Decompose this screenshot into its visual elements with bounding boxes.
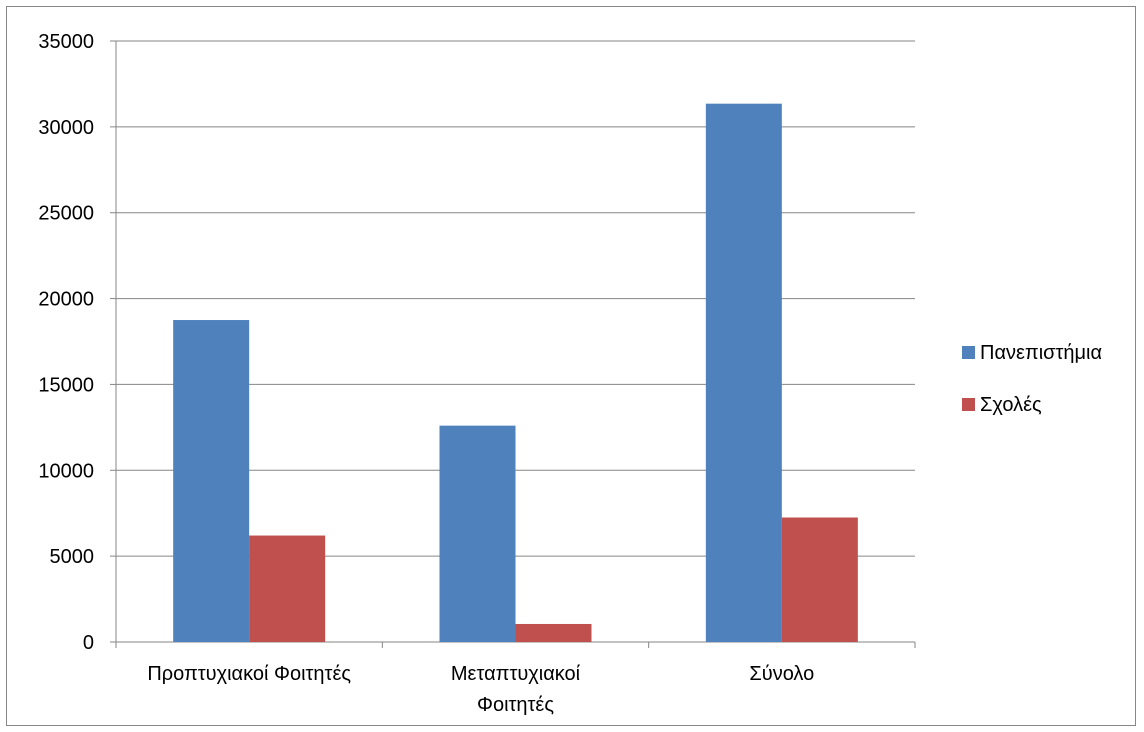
bar	[249, 535, 326, 642]
y-tick-label: 0	[83, 632, 94, 654]
bar	[439, 425, 516, 642]
legend-label: Σχολές	[980, 394, 1042, 416]
bar	[515, 623, 592, 642]
y-tick-label: 5000	[50, 546, 95, 568]
y-tick-label: 10000	[38, 460, 94, 482]
bar	[705, 103, 782, 642]
x-tick-label: Φοιτητές	[477, 694, 554, 716]
y-tick-label: 30000	[38, 117, 94, 139]
legend-label: Πανεπιστήμια	[980, 342, 1102, 364]
legend-swatch	[962, 346, 975, 359]
bar	[173, 320, 250, 642]
x-tick-label: Προπτυχιακοί Φοιτητές	[147, 663, 351, 685]
y-tick-label: 15000	[38, 374, 94, 396]
y-tick-label: 25000	[38, 203, 94, 225]
y-tick-label: 35000	[38, 31, 94, 53]
legend-swatch	[962, 398, 975, 411]
y-tick-label: 20000	[38, 289, 94, 311]
bar	[781, 517, 858, 642]
x-tick-label: Σύνολο	[749, 663, 814, 685]
x-tick-label: Μεταπτυχιακοί	[451, 663, 581, 685]
